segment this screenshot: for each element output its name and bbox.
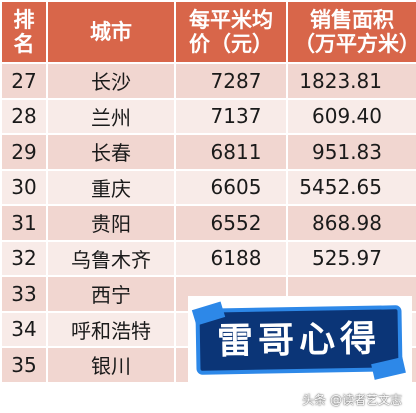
table-header-row: 排名 城市 每平米均价（元） 销售面积（万平方米） (0, 0, 416, 64)
rank-cell: 28 (0, 97, 48, 135)
header-rank: 排名 (0, 0, 48, 64)
area-cell: 5452.65 (286, 168, 416, 206)
price-cell: 6811 (174, 133, 288, 171)
area-cell: 609.40 (286, 97, 416, 135)
rank-cell: 33 (0, 275, 48, 313)
header-city: 城市 (46, 0, 176, 64)
price-cell: 6552 (174, 204, 288, 242)
area-cell: 525.97 (286, 239, 416, 277)
price-cell: 7137 (174, 97, 288, 135)
rank-cell: 35 (0, 346, 48, 384)
logo-badge: 雷哥心得 (191, 301, 406, 380)
city-cell: 长春 (46, 133, 176, 171)
city-cell: 银川 (46, 346, 176, 384)
rank-cell: 27 (0, 62, 48, 100)
rank-cell: 32 (0, 239, 48, 277)
area-cell: 1823.81 (286, 62, 416, 100)
header-price: 每平米均价（元） (174, 0, 288, 64)
price-cell: 6605 (174, 168, 288, 206)
watermark-logo: 雷哥心得 (188, 296, 412, 389)
rank-cell: 30 (0, 168, 48, 206)
city-cell: 兰州 (46, 97, 176, 135)
city-price-table: 排名 城市 每平米均价（元） 销售面积（万平方米） 27 长沙 7287 1823.8… (0, 0, 416, 384)
price-cell: 7287 (174, 62, 288, 100)
city-cell: 长沙 (46, 62, 176, 100)
city-cell: 贵阳 (46, 204, 176, 242)
table-row: 32 乌鲁木齐 6188 525.97 (0, 239, 416, 277)
table-row: 27 长沙 7287 1823.81 (0, 62, 416, 100)
area-cell: 868.98 (286, 204, 416, 242)
city-cell: 乌鲁木齐 (46, 239, 176, 277)
source-credit: 头条 @读者艺文志 (302, 393, 402, 407)
area-cell: 951.83 (286, 133, 416, 171)
city-cell: 重庆 (46, 168, 176, 206)
table-row: 31 贵阳 6552 868.98 (0, 204, 416, 242)
header-area: 销售面积（万平方米） (286, 0, 416, 64)
rank-cell: 34 (0, 310, 48, 348)
table-row: 28 兰州 7137 609.40 (0, 97, 416, 135)
rank-cell: 31 (0, 204, 48, 242)
rank-cell: 29 (0, 133, 48, 171)
logo-text: 雷哥心得 (216, 318, 382, 363)
city-cell: 西宁 (46, 275, 176, 313)
table-row: 30 重庆 6605 5452.65 (0, 168, 416, 206)
price-cell: 6188 (174, 239, 288, 277)
table-row: 29 长春 6811 951.83 (0, 133, 416, 171)
city-cell: 呼和浩特 (46, 310, 176, 348)
